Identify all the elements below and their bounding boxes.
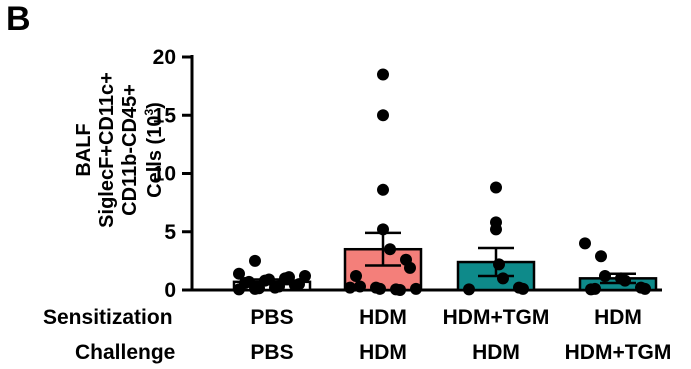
data-point bbox=[517, 282, 529, 295]
data-point bbox=[599, 270, 611, 283]
data-point bbox=[410, 282, 422, 295]
data-point bbox=[639, 282, 651, 295]
data-point bbox=[377, 109, 389, 122]
sensitization-label-3: HDM+TGM bbox=[442, 306, 550, 329]
sensitization-label-4: HDM bbox=[594, 306, 642, 329]
y-tick-label: 5 bbox=[164, 221, 176, 244]
data-point bbox=[589, 282, 601, 295]
data-points bbox=[233, 68, 651, 296]
sensitization-label-1: PBS bbox=[250, 306, 294, 329]
y-tick-label: 20 bbox=[153, 46, 176, 69]
data-point bbox=[249, 254, 261, 267]
panel-letter: B bbox=[6, 0, 31, 38]
data-point bbox=[595, 250, 607, 263]
data-point bbox=[394, 284, 406, 296]
data-point bbox=[404, 261, 416, 274]
data-point bbox=[374, 282, 386, 295]
data-point bbox=[490, 223, 502, 236]
data-point bbox=[463, 283, 475, 296]
data-point bbox=[233, 267, 245, 280]
challenge-label-2: HDM bbox=[359, 341, 407, 364]
data-point bbox=[490, 181, 502, 194]
sensitization-label-2: HDM bbox=[359, 306, 407, 329]
row-label-challenge: Challenge bbox=[75, 341, 176, 364]
data-point bbox=[377, 183, 389, 196]
data-point bbox=[263, 273, 275, 286]
data-point bbox=[243, 275, 255, 288]
y-tick-label: 0 bbox=[164, 279, 176, 302]
challenge-label-4: HDM+TGM bbox=[564, 341, 672, 364]
data-point bbox=[619, 274, 631, 287]
data-point bbox=[350, 270, 362, 283]
data-point bbox=[299, 270, 311, 283]
data-point bbox=[377, 223, 389, 236]
data-point bbox=[579, 237, 591, 250]
data-point bbox=[354, 280, 366, 293]
y-tick-label: 15 bbox=[153, 104, 177, 127]
data-point bbox=[493, 258, 505, 271]
data-point bbox=[283, 271, 295, 284]
challenge-label-1: PBS bbox=[250, 341, 294, 364]
data-point bbox=[344, 281, 356, 294]
data-point bbox=[497, 272, 509, 285]
row-label-sensitization: Sensitization bbox=[43, 306, 173, 329]
challenge-label-3: HDM bbox=[472, 341, 520, 364]
data-point bbox=[384, 243, 396, 256]
y-tick-label: 10 bbox=[153, 163, 176, 186]
data-point bbox=[377, 68, 389, 81]
